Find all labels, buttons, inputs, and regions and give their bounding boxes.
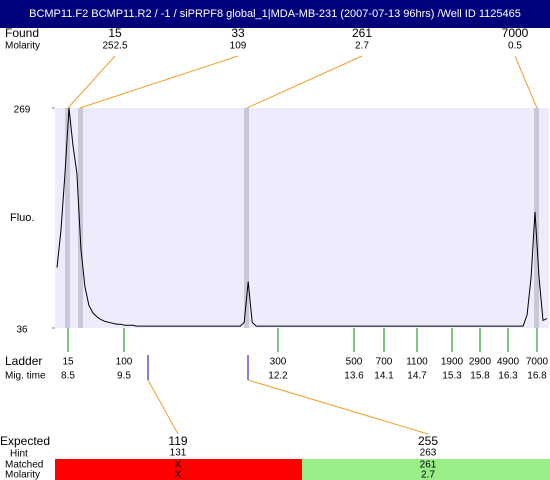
connector bbox=[247, 379, 429, 435]
connector bbox=[246, 55, 363, 109]
plot-area bbox=[55, 108, 549, 328]
trace bbox=[56, 107, 548, 327]
mig-time-label: Mig. time bbox=[5, 371, 46, 382]
expected-size: 119 bbox=[168, 434, 187, 448]
connectors bbox=[67, 55, 538, 435]
header-title: BCMP11.F2 BCMP11.R2 / -1 / siPRPF8 globa… bbox=[29, 8, 521, 20]
molarity-label: Molarity bbox=[5, 41, 40, 52]
hint-label: Hint bbox=[10, 449, 28, 460]
found-label: Found bbox=[5, 26, 39, 40]
status-bar bbox=[302, 459, 550, 480]
matched: 261 bbox=[420, 460, 437, 471]
status-bar bbox=[55, 459, 302, 480]
connector bbox=[147, 379, 179, 435]
matched-molarity: 2.7 bbox=[421, 470, 435, 480]
expected-label: Expected bbox=[0, 434, 50, 448]
ladder-time: 14.7 bbox=[407, 371, 427, 382]
ladder-label: Ladder bbox=[5, 354, 42, 368]
ladder-time: 15.8 bbox=[470, 371, 490, 382]
ladder-size: 1100 bbox=[406, 357, 428, 368]
peak-molarity: 252.5 bbox=[102, 41, 127, 52]
y-tick-label: 36 bbox=[16, 325, 28, 336]
ladder-size: 100 bbox=[116, 357, 133, 368]
ladder-time: 8.5 bbox=[61, 371, 75, 382]
hint: 131 bbox=[170, 448, 187, 459]
ladder-time: 9.5 bbox=[117, 371, 131, 382]
ladder-size: 300 bbox=[270, 357, 287, 368]
peak-molarity: 0.5 bbox=[508, 41, 522, 52]
connector bbox=[79, 55, 239, 109]
ladder-time: 15.3 bbox=[442, 371, 462, 382]
molarity-label: Molarity bbox=[5, 470, 40, 480]
ladder-size: 15 bbox=[62, 357, 74, 368]
expected-size: 255 bbox=[418, 434, 438, 448]
matched-label: Matched bbox=[5, 460, 43, 471]
hint: 263 bbox=[420, 448, 437, 459]
ladder-size: 4900 bbox=[497, 357, 520, 368]
y-axis-label: Fluo. bbox=[10, 212, 34, 224]
matched: X bbox=[175, 460, 182, 471]
peak-band bbox=[534, 108, 539, 328]
ladder-time: 12.2 bbox=[268, 371, 288, 382]
peak-molarity: 109 bbox=[230, 41, 247, 52]
peak-band bbox=[78, 108, 83, 328]
peak-band bbox=[244, 108, 249, 328]
ladder-size: 700 bbox=[376, 357, 393, 368]
peak-size: 15 bbox=[108, 26, 122, 40]
ladder-time: 16.3 bbox=[498, 371, 518, 382]
peak-molarity: 2.7 bbox=[355, 41, 369, 52]
ladder-time: 13.6 bbox=[344, 371, 364, 382]
ladder-time: 14.1 bbox=[374, 371, 394, 382]
matched-molarity: X bbox=[175, 470, 182, 480]
ladder-time: 16.8 bbox=[527, 371, 547, 382]
ladder-size: 2900 bbox=[469, 357, 492, 368]
peak-size: 261 bbox=[352, 26, 372, 40]
ladder-size: 1900 bbox=[441, 357, 464, 368]
header-bar bbox=[0, 0, 550, 28]
connector bbox=[67, 55, 116, 109]
ladder-size: 7000 bbox=[526, 357, 549, 368]
connector bbox=[514, 55, 538, 109]
peak-band bbox=[65, 108, 70, 328]
bands bbox=[65, 108, 539, 328]
y-tick-label: 269 bbox=[14, 105, 31, 116]
peak-size: 33 bbox=[231, 26, 245, 40]
peak-size: 7000 bbox=[502, 26, 529, 40]
ladder-size: 500 bbox=[346, 357, 363, 368]
